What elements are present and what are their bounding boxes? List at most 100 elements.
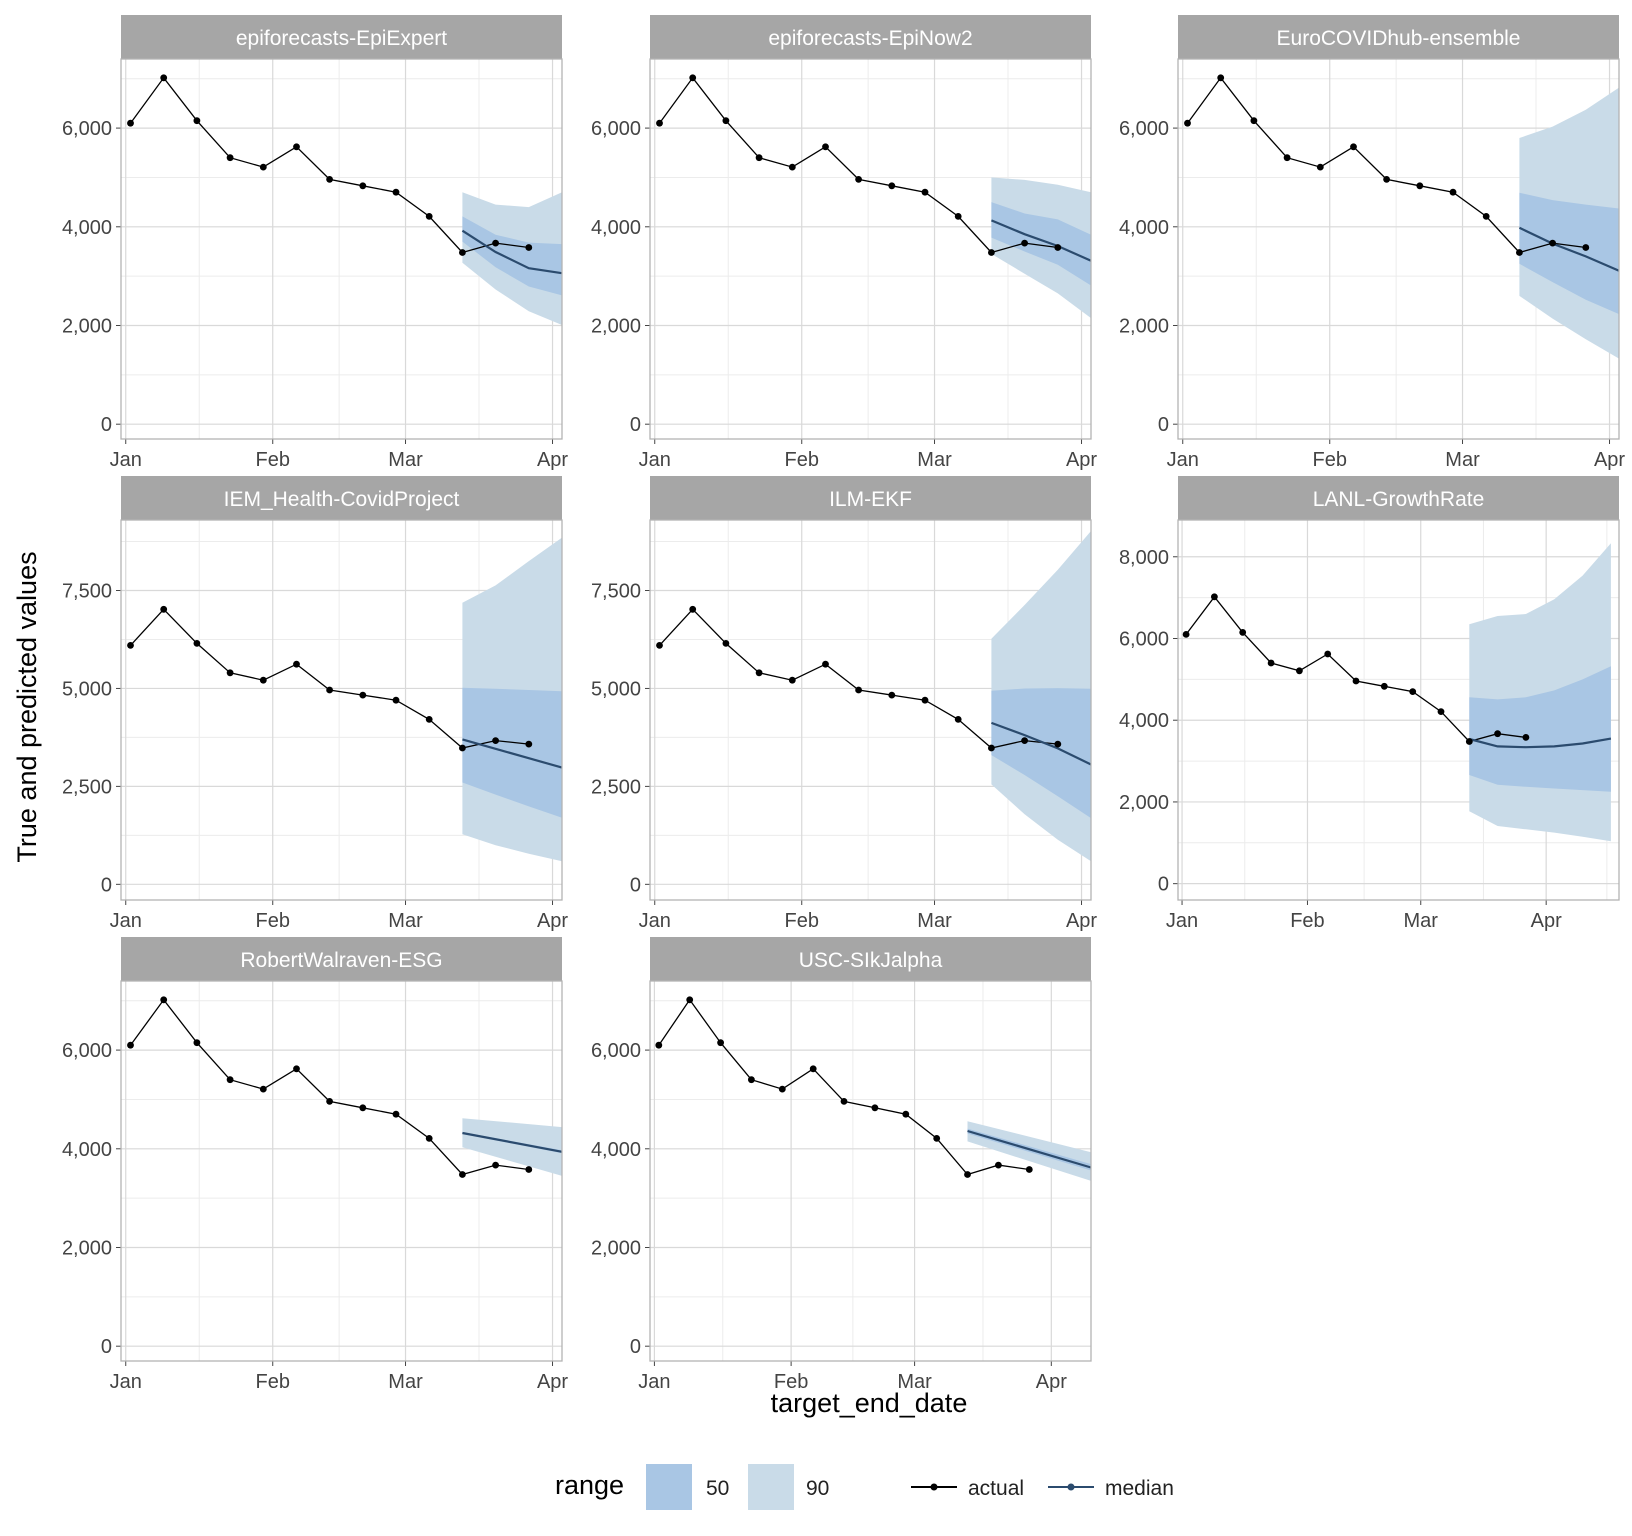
- actual-point: [525, 244, 533, 251]
- actual-point: [160, 74, 168, 82]
- facet-title: epiforecasts-EpiNow2: [768, 27, 972, 50]
- x-tick-label: Feb: [774, 1371, 808, 1393]
- y-tick-label: 8,000: [1119, 547, 1169, 569]
- x-tick-label: Jan: [110, 449, 142, 471]
- actual-point: [293, 1065, 300, 1073]
- actual-point: [656, 642, 663, 649]
- y-axis-title: True and predicted values: [12, 551, 42, 862]
- panel-border: [649, 980, 1092, 1362]
- facet-panel-2: epiforecasts-EpiNow2 0 2,000 4,000 6,000 Jan F…: [591, 15, 1097, 471]
- y-tick-label: 0: [101, 1336, 112, 1358]
- x-tick-label: Feb: [1313, 449, 1347, 471]
- actual-point: [1021, 239, 1028, 247]
- actual-point: [359, 691, 367, 699]
- actual-point: [193, 640, 201, 647]
- actual-point: [1211, 593, 1218, 601]
- actual-point: [259, 676, 267, 684]
- actual-point: [425, 1135, 433, 1142]
- actual-point: [293, 143, 300, 151]
- x-tick-label: Feb: [785, 449, 819, 471]
- actual-point: [259, 1085, 267, 1093]
- median-line: [462, 738, 563, 769]
- actual-point: [1350, 143, 1357, 151]
- y-tick-label: 2,000: [591, 1237, 641, 1259]
- actual-point: [525, 740, 533, 748]
- actual-point: [748, 1076, 755, 1084]
- y-tick-label: 0: [101, 874, 112, 896]
- actual-point: [902, 1110, 910, 1118]
- y-tick-label: 0: [101, 414, 112, 436]
- actual-point: [1437, 708, 1445, 715]
- y-tick-label: 2,000: [1119, 315, 1169, 337]
- x-tick-label: Feb: [785, 910, 819, 932]
- median-line: [990, 219, 1092, 262]
- panel-border: [1177, 519, 1620, 901]
- x-tick-label: Mar: [388, 910, 423, 932]
- facet-strip: [121, 15, 562, 59]
- y-tick-label: 2,500: [591, 776, 641, 798]
- actual-point: [492, 737, 499, 744]
- x-tick-label: Apr: [537, 1371, 568, 1393]
- x-tick-label: Mar: [897, 1371, 932, 1393]
- actual-point: [988, 249, 995, 256]
- median-line: [991, 721, 1092, 766]
- actual-point: [525, 1166, 533, 1173]
- actual-point: [1380, 682, 1388, 690]
- facet-panel-5: ILM-EKF 0 2,500 5,000 7,500 Jan Feb Mar Apr: [591, 476, 1097, 932]
- y-tick-label: 7,500: [591, 581, 641, 603]
- actual-point: [995, 1161, 1002, 1169]
- x-tick-label: Jan: [110, 910, 142, 932]
- actual-point: [1021, 737, 1028, 744]
- y-tick-label: 5,000: [62, 678, 112, 700]
- actual-point: [988, 744, 995, 752]
- actual-point: [1352, 677, 1360, 685]
- x-tick-label: Mar: [917, 449, 952, 471]
- x-tick-label: Feb: [1290, 910, 1324, 932]
- actual-point: [686, 996, 694, 1004]
- legend-key-median-point: [1067, 1483, 1075, 1491]
- actual-point: [193, 1039, 201, 1047]
- facet-title: RobertWalraven-ESG: [240, 949, 442, 972]
- actual-point: [964, 1171, 971, 1178]
- actual-point: [127, 119, 134, 127]
- facet-title: EuroCOVIDhub-ensemble: [1277, 27, 1521, 50]
- actual-point: [954, 716, 962, 723]
- actual-point: [293, 660, 300, 668]
- legend-key-90: [748, 1464, 794, 1510]
- y-tick-label: 4,000: [62, 1139, 112, 1161]
- actual-point: [788, 676, 796, 684]
- legend-key-actual-point: [930, 1483, 938, 1491]
- actual-point: [1217, 74, 1225, 82]
- actual-point: [755, 669, 763, 677]
- actual-point: [840, 1098, 848, 1105]
- y-tick-label: 4,000: [62, 217, 112, 239]
- x-tick-label: Mar: [1445, 449, 1480, 471]
- actual-point: [1494, 730, 1501, 738]
- actual-point: [888, 691, 896, 699]
- plot-background: [650, 981, 1091, 1361]
- actual-point: [722, 640, 730, 647]
- y-tick-label: 6,000: [62, 118, 112, 140]
- actual-point: [1522, 734, 1530, 741]
- actual-point: [226, 669, 234, 677]
- x-tick-label: Jan: [1167, 449, 1199, 471]
- actual-point: [359, 182, 367, 190]
- median-line: [461, 229, 563, 275]
- legend-label-actual: actual: [968, 1477, 1024, 1500]
- actual-point: [226, 1076, 234, 1084]
- actual-point: [459, 744, 466, 752]
- panel-border: [649, 519, 1092, 901]
- panel-border: [120, 519, 563, 901]
- y-tick-label: 6,000: [1119, 118, 1169, 140]
- actual-point: [492, 1161, 499, 1169]
- y-tick-label: 2,500: [62, 776, 112, 798]
- x-tick-label: Feb: [256, 910, 290, 932]
- median-line: [967, 1129, 1092, 1169]
- x-tick-label: Jan: [638, 1371, 670, 1393]
- band-50: [991, 202, 1091, 286]
- actual-point: [1316, 163, 1324, 171]
- actual-point: [1516, 249, 1523, 256]
- actual-point: [855, 686, 862, 694]
- y-tick-label: 7,500: [62, 581, 112, 603]
- actual-point: [1054, 244, 1062, 251]
